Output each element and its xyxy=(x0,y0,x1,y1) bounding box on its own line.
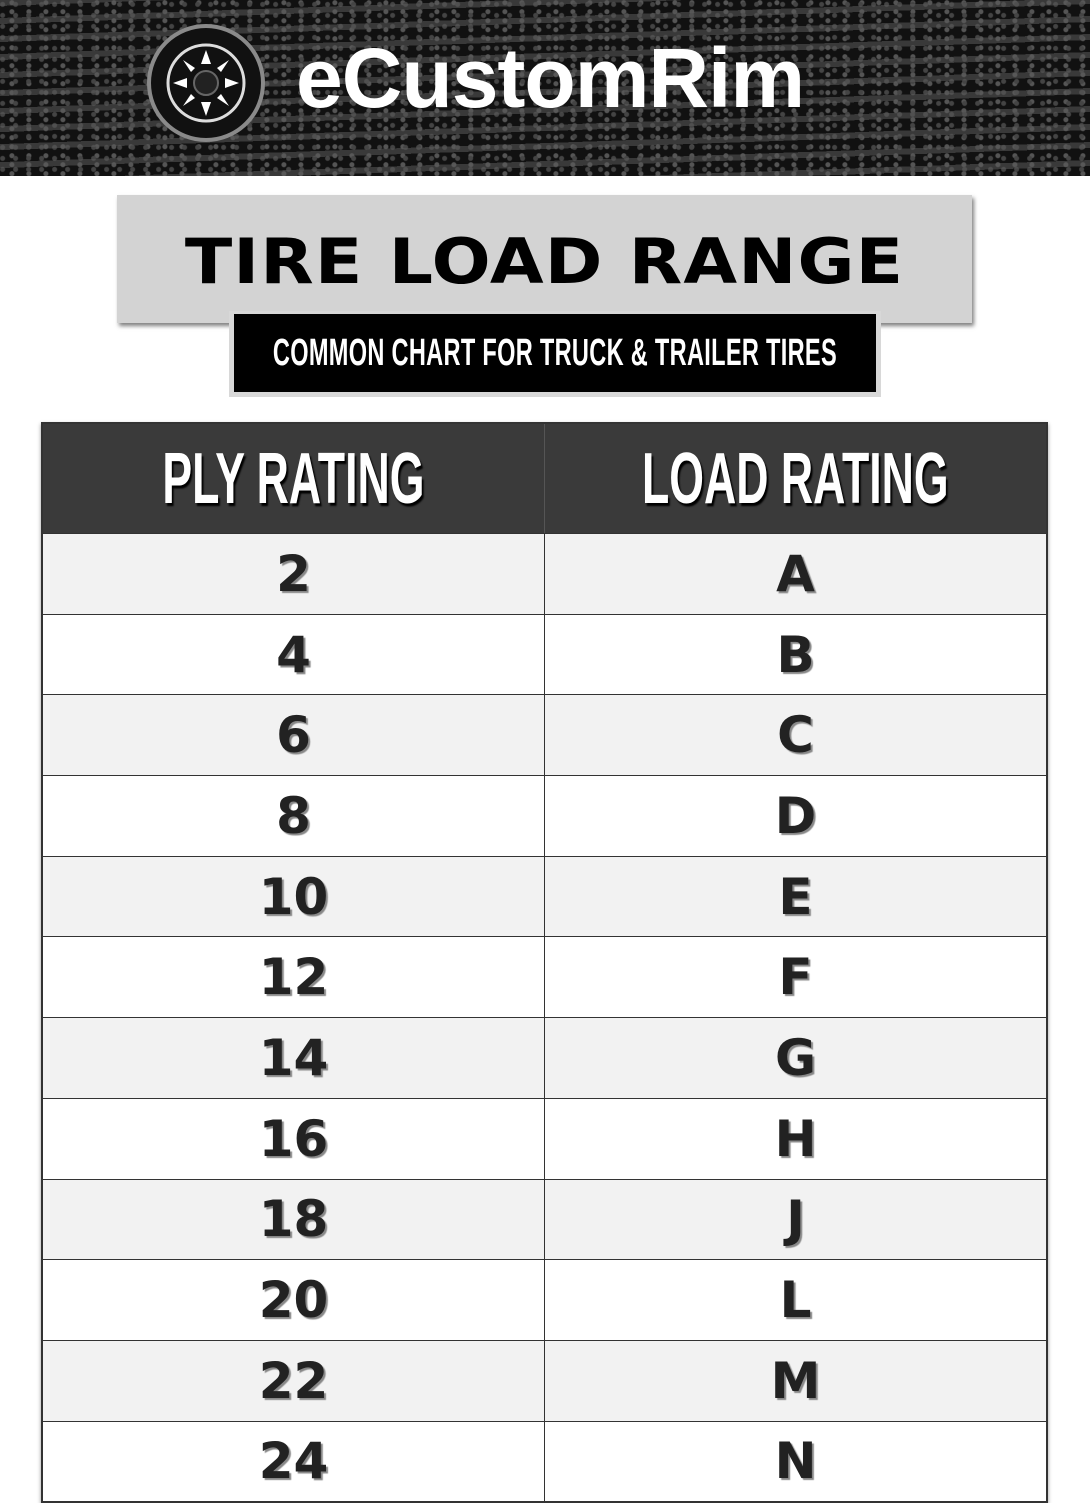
page-subtitle: COMMON CHART FOR TRUCK & TRAILER TIRES xyxy=(272,331,838,374)
load-rating-cell: D xyxy=(774,786,817,845)
load-rating-cell: C xyxy=(777,706,814,765)
table-row: 14 G xyxy=(43,1017,1046,1098)
ply-rating-cell: 12 xyxy=(43,937,545,1018)
wheel-icon xyxy=(147,24,265,142)
table-row: 20 L xyxy=(43,1259,1046,1340)
title-banner: TIRE LOAD RANGE xyxy=(117,195,972,323)
table-body: 2 A 4 B 6 C 8 D 10 E 12 F 14 G 16 H 18 J 20 L 22 M 24 N xyxy=(43,533,1046,1502)
ply-rating-cell: 14 xyxy=(43,1018,545,1098)
ply-rating-cell: 6 xyxy=(43,695,545,776)
ply-rating-cell: 4 xyxy=(43,614,545,695)
column-header-load-rating: LOAD RATING xyxy=(642,438,949,519)
ply-rating-cell: 24 xyxy=(43,1421,545,1502)
column-header-ply-rating: PLY RATING xyxy=(43,424,545,533)
load-rating-cell: M xyxy=(770,1351,821,1410)
load-rating-cell: H xyxy=(774,1109,817,1168)
load-range-table: PLY RATING LOAD RATING 2 A 4 B 6 C 8 D 10 E 12 F 14 G… xyxy=(41,422,1048,1503)
load-rating-cell: A xyxy=(776,544,815,603)
load-rating-cell: L xyxy=(779,1271,812,1330)
load-rating-cell: F xyxy=(778,948,813,1007)
page-title: TIRE LOAD RANGE xyxy=(184,225,905,298)
table-row: 16 H xyxy=(43,1097,1046,1179)
brand-banner: eCustomRim xyxy=(0,0,1090,176)
load-rating-cell: N xyxy=(774,1432,817,1491)
table-row: 24 N xyxy=(43,1420,1046,1502)
ply-rating-cell: 16 xyxy=(43,1098,545,1179)
table-header: PLY RATING LOAD RATING xyxy=(43,424,1046,533)
load-rating-cell: G xyxy=(774,1028,817,1087)
ply-rating-cell: 20 xyxy=(43,1260,545,1340)
subtitle-banner: COMMON CHART FOR TRUCK & TRAILER TIRES xyxy=(229,311,881,397)
load-rating-cell: E xyxy=(778,867,813,926)
ply-rating-cell: 8 xyxy=(43,776,545,856)
table-row: 18 J xyxy=(43,1178,1046,1260)
load-rating-cell: B xyxy=(776,625,815,684)
table-row: 10 E xyxy=(43,855,1046,937)
ply-rating-cell: 10 xyxy=(43,856,545,937)
table-row: 22 M xyxy=(43,1339,1046,1421)
table-row: 12 F xyxy=(43,936,1046,1018)
ply-rating-cell: 2 xyxy=(43,534,545,614)
ply-rating-cell: 18 xyxy=(43,1179,545,1260)
load-rating-cell: J xyxy=(786,1190,805,1249)
ply-rating-cell: 22 xyxy=(43,1340,545,1421)
brand-name: eCustomRim xyxy=(296,31,805,125)
